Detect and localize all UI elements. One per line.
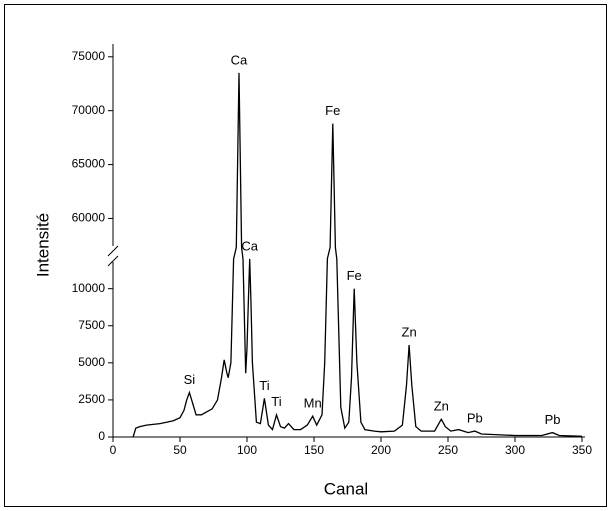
x-tick-label: 350 [572,443,592,457]
peak-label: Zn [402,324,417,339]
y-tick-label: 65000 [72,157,106,171]
x-tick-label: 50 [173,443,187,457]
peak-label: Fe [347,268,362,283]
y-tick-label: 0 [98,429,105,443]
axis-break [107,255,119,267]
axis-break [107,245,119,257]
y-tick-label: 60000 [72,211,106,225]
peak-label: Si [184,372,196,387]
y-tick-label: 7500 [78,318,105,332]
spectrum-line [132,72,583,438]
peak-label: Mn [304,396,322,411]
peak-label: Fe [325,103,340,118]
y-axis-label: Intensité [33,213,52,277]
peak-label: Ti [259,378,269,393]
x-tick-label: 150 [304,443,324,457]
y-tick-label: 5000 [78,355,105,369]
y-tick-label: 10000 [72,281,106,295]
figure-border [4,4,607,507]
x-tick-label: 200 [371,443,391,457]
y-tick-label: 70000 [72,103,106,117]
y-tick-label: 2500 [78,392,105,406]
peak-label: Ca [231,52,248,67]
peak-label: Pb [545,412,561,427]
peak-label: Zn [434,399,449,414]
x-tick-label: 0 [110,443,117,457]
x-axis-label: Canal [324,479,368,498]
y-tick-label: 75000 [72,49,106,63]
x-tick-label: 300 [505,443,525,457]
x-tick-label: 100 [237,443,257,457]
x-tick-label: 250 [438,443,458,457]
peak-label: Pb [467,411,483,426]
peak-label: Ca [241,238,258,253]
peak-label: Ti [271,394,281,409]
